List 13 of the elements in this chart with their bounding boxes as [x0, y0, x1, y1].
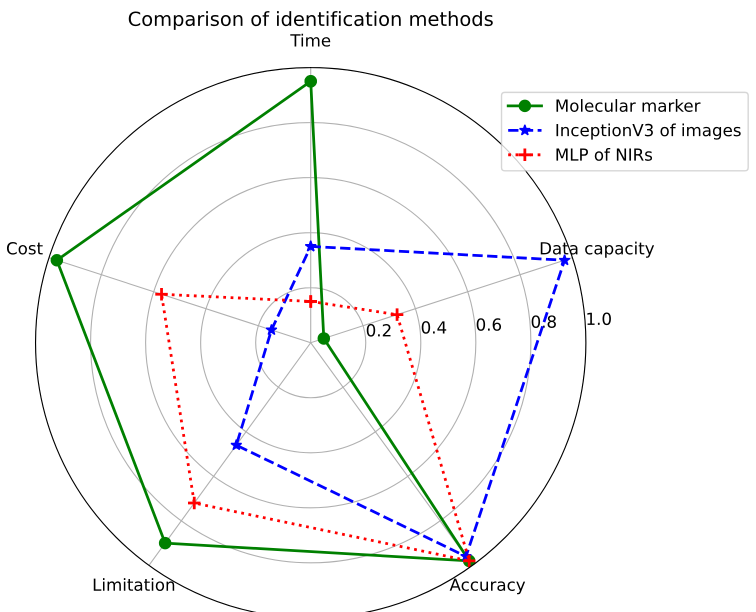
- legend-label: Molecular marker: [556, 99, 700, 112]
- y-tick-label: 0.4: [422, 321, 446, 334]
- spoke-label: Cost: [6, 242, 43, 255]
- spoke-label: Time: [290, 34, 330, 47]
- y-tick-label: 0.8: [532, 315, 556, 328]
- y-tick-label: 1.0: [587, 312, 611, 326]
- spoke-label: Accuracy: [450, 578, 526, 594]
- spoke-label: Limitation: [94, 578, 174, 591]
- y-tick-label: 0.6: [476, 318, 502, 331]
- legend-label: MLP of NIRs: [556, 148, 652, 161]
- chart-title: Comparison of identification methods: [128, 11, 493, 30]
- legend-label: InceptionV3 of images: [556, 124, 741, 140]
- y-tick-label: 0.2: [366, 324, 391, 337]
